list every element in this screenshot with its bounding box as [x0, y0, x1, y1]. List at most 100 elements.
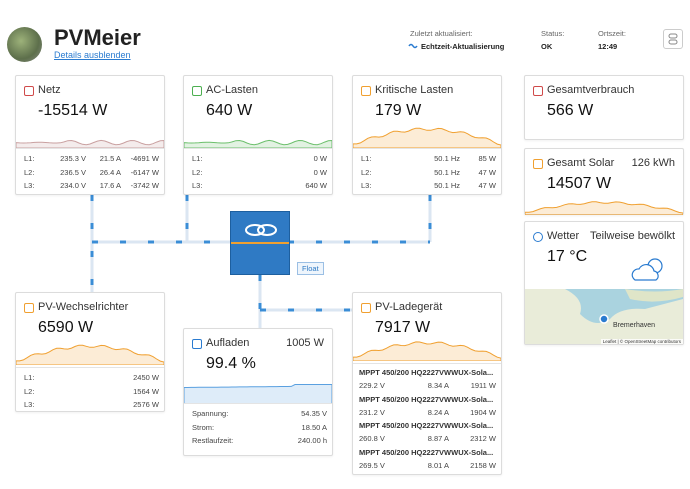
site-title: PVMeier — [54, 25, 141, 50]
card: Kritische Lasten 179 W L1: 50.1 Hz 85 W L2: 50… — [352, 75, 502, 195]
sparkline — [525, 201, 683, 215]
row: L1: 2450 W — [16, 373, 164, 385]
map: Bremerhaven Leaflet | © OpenStreetMap con… — [525, 289, 683, 344]
details-link[interactable]: Details ausblenden — [54, 50, 131, 60]
card-extra: 126 kWh — [631, 157, 675, 169]
card-value: 17 °C — [547, 248, 588, 265]
card-icon — [192, 339, 202, 349]
time-label: Ortszeit: — [598, 29, 626, 38]
row-value: 0 W — [313, 154, 327, 163]
sparkline — [353, 341, 501, 361]
row: L3: 640 W — [184, 181, 332, 193]
card-icon — [533, 159, 543, 169]
charger-value: 8.87 A — [427, 434, 449, 443]
row-value: 640 W — [305, 181, 327, 190]
row: L3: 234.0 V 17.6 A -3742 W — [16, 181, 164, 193]
card-icon — [533, 86, 543, 96]
card-value: 6590 W — [38, 319, 94, 336]
charger-value: 269.5 V — [359, 460, 385, 470]
card: Netz -15514 W L1: 235.3 V 21.5 A -4691 W L2: 23… — [15, 75, 165, 195]
row: L2: 236.5 V 26.4 A -6147 W — [16, 168, 164, 180]
settings-button[interactable] — [663, 29, 683, 49]
sparkline-area — [525, 201, 683, 215]
row-value: 85 W — [478, 154, 496, 163]
card-title: AC-Lasten — [206, 84, 258, 96]
sparkline-area — [184, 384, 332, 404]
sparkline-area — [353, 341, 501, 361]
row-label: Spannung: — [192, 409, 229, 418]
card-title: Kritische Lasten — [375, 84, 454, 96]
row: L1: 235.3 V 21.5 A -4691 W — [16, 154, 164, 166]
card: Gesamt Solar 126 kWh 14507 W — [524, 148, 684, 215]
row: 269.5 V 8.01 A 2158 W — [353, 461, 501, 473]
row-label: L1: — [192, 154, 203, 163]
charger-value: 1904 W — [470, 407, 496, 417]
row: 260.8 V 8.87 A 2312 W — [353, 434, 501, 446]
row-value: 0 W — [313, 167, 327, 177]
row: L1: 0 W — [184, 154, 332, 166]
card-extra: 1005 W — [286, 337, 324, 349]
charger-name: MPPT 450/200 HQ2227VWWUX-Sola... — [359, 394, 494, 404]
status-value: OK — [541, 42, 553, 51]
land — [625, 289, 683, 302]
row-value: -6147 W — [130, 167, 159, 177]
row-label: L3: — [192, 181, 203, 190]
row-value: 1564 W — [133, 386, 159, 396]
sparkline — [16, 344, 164, 365]
row: 231.2 V 8.24 A 1904 W — [353, 408, 501, 420]
row-value: 2576 W — [133, 400, 159, 409]
card: Gesamtverbrauch 566 W — [524, 75, 684, 140]
card-value: 7917 W — [375, 319, 431, 336]
charger-name: MPPT 450/200 HQ2227VWWUX-Sola... — [359, 368, 494, 377]
row-label: L2: — [24, 386, 35, 396]
card: PV-Wechselrichter 6590 W L1: 2450 W L2: 1564 … — [15, 292, 165, 412]
card-value: 179 W — [375, 102, 422, 119]
row-value: 21.5 A — [99, 154, 121, 163]
row-label: Restlaufzeit: — [192, 436, 234, 445]
card-icon — [24, 86, 34, 96]
charger-value: 8.24 A — [427, 407, 449, 417]
map-land — [525, 289, 683, 344]
row: L2: 0 W — [184, 168, 332, 180]
card-title: PV-Ladegerät — [375, 301, 443, 313]
map-place: Bremerhaven — [613, 322, 656, 329]
row-value: 17.6 A — [99, 181, 121, 190]
charger-value: 8.01 A — [427, 460, 449, 470]
row-label: L2: — [24, 167, 35, 177]
card-icon — [361, 86, 371, 96]
card-extra: Teilweise bewölkt — [590, 230, 675, 242]
row-label: L2: — [361, 167, 372, 177]
charger-name: MPPT 450/200 HQ2227VWWUX-Sola... — [359, 447, 494, 457]
row-value: 2450 W — [133, 373, 159, 382]
row: Restlaufzeit: 240.00 h — [184, 436, 332, 448]
row-value: -3742 W — [130, 181, 159, 190]
charger-value: 2158 W — [470, 460, 496, 470]
land — [525, 289, 683, 344]
row-value: 234.0 V — [60, 181, 86, 190]
row: L3: 2576 W — [16, 400, 164, 412]
sparkline — [184, 384, 332, 404]
row-value: 50.1 Hz — [434, 154, 460, 163]
row: 229.2 V 8.34 A 1911 W — [353, 381, 501, 393]
status-label: Status: — [541, 29, 565, 38]
divider — [184, 148, 332, 149]
divider — [16, 148, 164, 149]
row-value: 18.50 A — [301, 422, 327, 432]
row-label: L1: — [24, 154, 35, 163]
realtime-icon — [408, 43, 418, 49]
row-label: L3: — [24, 400, 35, 409]
location-marker — [599, 314, 609, 324]
card-value: 566 W — [547, 102, 594, 119]
charger-value: 229.2 V — [359, 381, 385, 390]
row-label: L3: — [24, 181, 35, 190]
divider — [184, 403, 332, 404]
charger-value: 1911 W — [470, 381, 496, 390]
sparkline-area — [353, 127, 501, 148]
divider — [353, 148, 501, 149]
sparkline-area — [16, 344, 164, 365]
inverter-logo — [245, 224, 277, 236]
charger-value: 260.8 V — [359, 434, 385, 443]
charger-name: MPPT 450/200 HQ2227VWWUX-Sola... — [359, 421, 494, 430]
weather-icon — [631, 258, 663, 281]
